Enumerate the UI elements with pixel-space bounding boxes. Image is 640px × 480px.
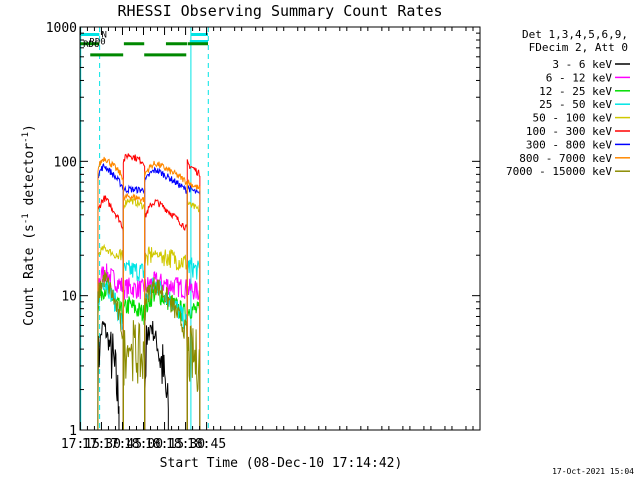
series-6 bbox=[97, 163, 201, 430]
legend-label-5: 100 - 300 keV bbox=[526, 125, 612, 138]
series-4-segment-0 bbox=[97, 243, 124, 430]
series-8-segment-0 bbox=[97, 269, 124, 430]
series-4-segment-2 bbox=[144, 246, 188, 430]
series-7-segment-3 bbox=[186, 179, 201, 430]
footer-timestamp: 17-Oct-2021 15:04 bbox=[552, 467, 634, 476]
series-6-segment-1 bbox=[122, 184, 146, 430]
legend-label-2: 12 - 25 keV bbox=[539, 85, 612, 98]
series-1-segment-2 bbox=[144, 271, 188, 430]
series-1-segment-3 bbox=[186, 278, 201, 430]
plot-frame bbox=[79, 26, 481, 431]
series-1-segment-0 bbox=[97, 263, 124, 430]
series-7-segment-0 bbox=[97, 156, 124, 430]
series-5-segment-1 bbox=[122, 153, 146, 430]
chart-title: RHESSI Observing Summary Count Rates bbox=[117, 2, 442, 20]
legend-label-8: 7000 - 15000 keV bbox=[506, 165, 612, 178]
legend-header-1: FDecim 2, Att 0 bbox=[529, 41, 628, 54]
y-axis-label-main: Count Rate (s bbox=[22, 224, 37, 326]
series-4 bbox=[97, 197, 201, 430]
y-axis-label-sup1: -1 bbox=[21, 213, 31, 224]
series-6-segment-3 bbox=[186, 184, 201, 430]
series-8 bbox=[97, 269, 201, 430]
axes: 1 10 100 1000 17:1517:3017:4518:0018:1518:30… bbox=[46, 21, 481, 452]
series-5-segment-3 bbox=[186, 159, 201, 430]
series-5-segment-2 bbox=[144, 198, 188, 430]
series-7 bbox=[97, 156, 201, 430]
x-tick-label-4: 18:15 bbox=[145, 437, 184, 452]
y-axis-label-end: ) bbox=[22, 124, 37, 132]
x-tick-label-5: 18:30 bbox=[166, 437, 205, 452]
series-3-segment-3 bbox=[186, 257, 201, 430]
y-tick-label-3: 1000 bbox=[46, 21, 77, 36]
legend-label-1: 6 - 12 keV bbox=[546, 71, 613, 84]
x-axis-label: Start Time (08-Dec-10 17:14:42) bbox=[160, 456, 403, 471]
flag-label-rd6: RD6 bbox=[83, 40, 99, 50]
series-1-segment-1 bbox=[122, 277, 146, 430]
x-tick-label-2: 17:45 bbox=[103, 437, 142, 452]
legend-label-3: 25 - 50 keV bbox=[539, 98, 612, 111]
series-1 bbox=[97, 263, 201, 430]
series-7-segment-1 bbox=[122, 193, 146, 430]
series-0-segment-0 bbox=[97, 320, 120, 430]
y-tick-label-1: 10 bbox=[61, 290, 77, 305]
series-0-segment-1 bbox=[144, 321, 169, 430]
legend-label-0: 3 - 6 keV bbox=[552, 58, 612, 71]
x-tick-label-0: 17:15 bbox=[61, 437, 100, 452]
series-8-segment-3 bbox=[186, 325, 201, 430]
y-axis-label-sup2: -1 bbox=[21, 132, 31, 143]
series-5 bbox=[97, 153, 201, 430]
series-2-segment-3 bbox=[186, 301, 201, 430]
plot-area: NRD0RD6 bbox=[80, 27, 209, 430]
legend: Det 1,3,4,5,6,9,FDecim 2, Att 0 3 - 6 keV… bbox=[506, 28, 630, 178]
y-tick-label-0: 1 bbox=[69, 424, 77, 439]
flag-label-n: N bbox=[101, 30, 106, 40]
series-7-segment-2 bbox=[144, 160, 188, 430]
legend-header-0: Det 1,3,4,5,6,9, bbox=[522, 28, 628, 41]
series-4-segment-3 bbox=[186, 201, 201, 430]
legend-label-4: 50 - 100 keV bbox=[533, 112, 613, 125]
series-5-segment-0 bbox=[97, 195, 124, 430]
series-8-segment-2 bbox=[144, 277, 188, 430]
series-2-segment-1 bbox=[122, 296, 146, 430]
series-3-segment-1 bbox=[122, 260, 146, 430]
legend-label-7: 800 - 7000 keV bbox=[519, 152, 612, 165]
y-tick-label-2: 100 bbox=[54, 155, 77, 170]
x-tick-label-3: 18:00 bbox=[124, 437, 163, 452]
series-6-segment-0 bbox=[97, 163, 124, 430]
y-axis-label-mid: detector bbox=[22, 143, 37, 214]
series-4-segment-1 bbox=[122, 197, 146, 430]
series-0 bbox=[97, 320, 169, 430]
x-tick-label-6: 18:45 bbox=[187, 437, 226, 452]
series-8-segment-1 bbox=[122, 320, 146, 430]
series-6-segment-2 bbox=[144, 166, 188, 430]
x-tick-label-1: 17:30 bbox=[82, 437, 121, 452]
legend-label-6: 300 - 800 keV bbox=[526, 138, 612, 151]
y-axis-label: Count Rate (s-1 detector-1) bbox=[21, 124, 37, 326]
